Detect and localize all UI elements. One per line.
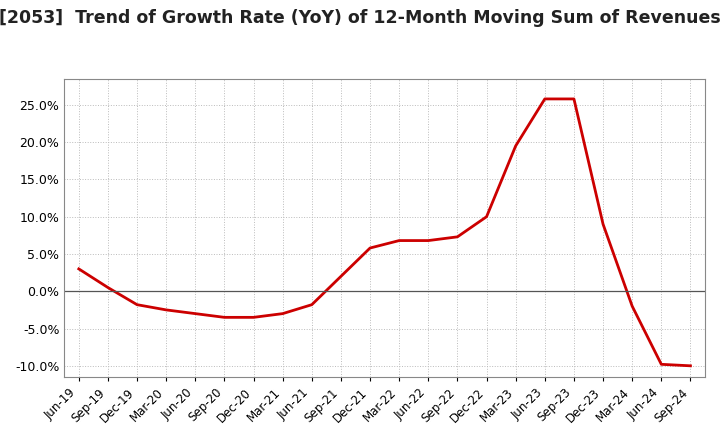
- Text: [2053]  Trend of Growth Rate (YoY) of 12-Month Moving Sum of Revenues: [2053] Trend of Growth Rate (YoY) of 12-…: [0, 9, 720, 27]
